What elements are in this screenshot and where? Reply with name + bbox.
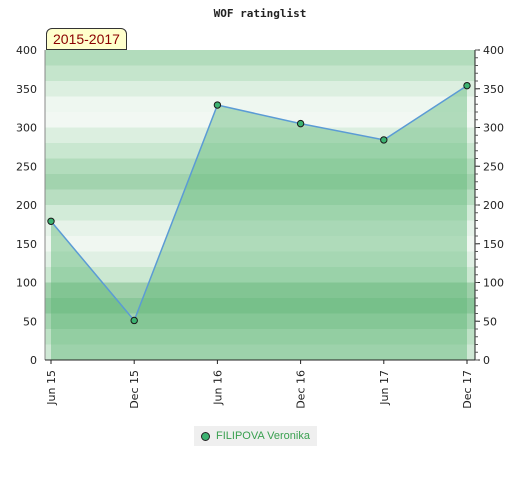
background-band: [45, 143, 475, 159]
x-tick-label: Jun 15: [45, 370, 58, 406]
data-point: [130, 316, 138, 325]
y-tick-label-right: 250: [483, 160, 504, 173]
legend-label: FILIPOVA Veronika: [216, 430, 310, 442]
x-tick-label: Dec 15: [128, 370, 141, 409]
x-tick-label: Jun 16: [211, 370, 224, 406]
data-point: [380, 136, 388, 144]
legend-marker-icon: [201, 431, 210, 441]
chart-title: WOF ratinglist: [214, 7, 307, 20]
background-band: [45, 329, 475, 345]
y-tick-label-left: 0: [30, 354, 37, 367]
background-band: [45, 96, 475, 112]
y-tick-label-left: 50: [23, 315, 37, 328]
background-band: [45, 65, 475, 81]
background-bands: [45, 50, 475, 360]
series-area: [50, 85, 468, 361]
y-tick-label-left: 250: [16, 160, 37, 173]
background-band: [45, 236, 475, 252]
background-band: [45, 189, 475, 205]
y-tick-label-right: 400: [483, 44, 504, 57]
background-band: [45, 81, 475, 97]
series-line: [50, 85, 468, 322]
background-band: [45, 313, 475, 329]
background-band: [45, 205, 475, 221]
background-band: [45, 282, 475, 298]
background-band: [45, 127, 475, 143]
background-band: [45, 298, 475, 314]
data-point: [47, 217, 55, 225]
y-tick-label-left: 400: [16, 44, 37, 57]
series-area-fill: [51, 85, 467, 361]
y-tick-label-left: 150: [16, 238, 37, 251]
y-tick-label-right: 0: [483, 354, 490, 367]
x-tick-label: Dec 16: [295, 370, 308, 409]
series-markers: [47, 81, 471, 325]
background-band: [45, 158, 475, 174]
axes: 0 0 50 50 100 100 150 150 200 200 250 250 300 300 350 3…: [16, 44, 504, 409]
data-point: [463, 81, 471, 90]
data-point: [296, 119, 305, 128]
background-band: [45, 344, 475, 360]
background-band: [45, 112, 475, 128]
legend: FILIPOVA Veronika: [194, 426, 317, 446]
background-band: [45, 267, 475, 283]
background-band: [45, 174, 475, 190]
background-band: [45, 50, 475, 66]
y-tick-label-left: 200: [16, 199, 37, 212]
y-tick-label-right: 350: [483, 83, 504, 96]
y-tick-label-right: 50: [483, 315, 497, 328]
x-tick-label: Jun 17: [378, 370, 391, 406]
y-tick-label-right: 200: [483, 199, 504, 212]
y-tick-label-right: 300: [483, 122, 504, 135]
date-range-badge: 2015-2017: [46, 28, 127, 50]
y-tick-label-left: 300: [16, 122, 37, 135]
background-band: [45, 251, 475, 267]
x-tick-label: Dec 17: [461, 370, 474, 409]
data-point: [213, 101, 222, 109]
y-tick-label-right: 150: [483, 238, 504, 251]
y-tick-label-right: 100: [483, 277, 504, 290]
y-tick-label-left: 100: [16, 277, 37, 290]
background-band: [45, 220, 475, 236]
y-tick-label-left: 350: [16, 83, 37, 96]
